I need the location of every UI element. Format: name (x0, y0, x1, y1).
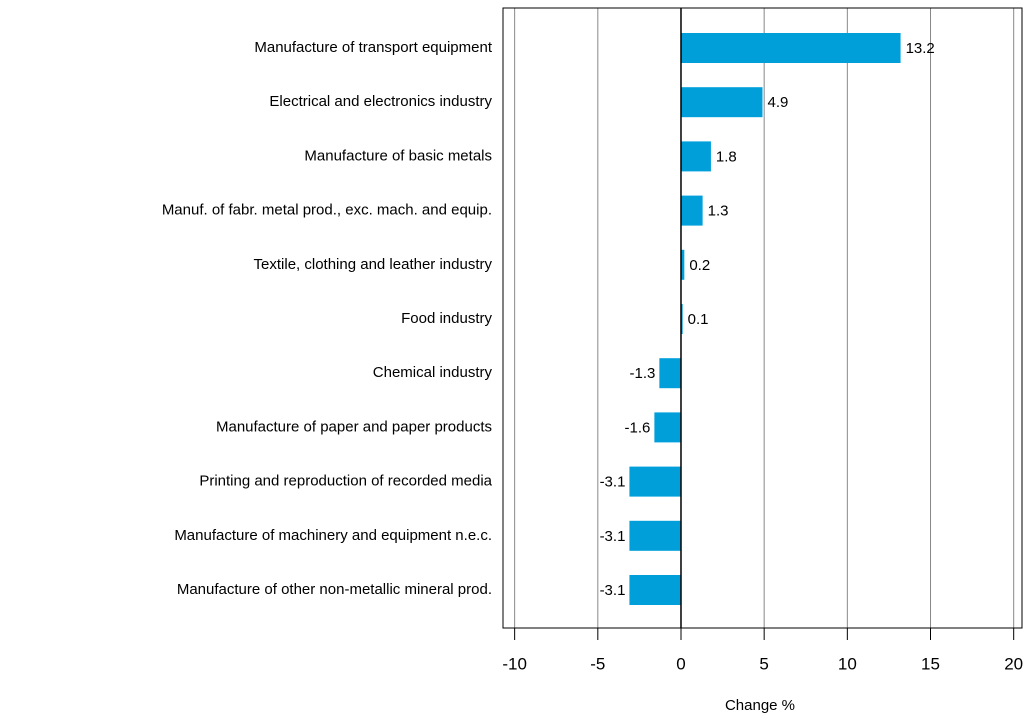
y-tick-label: Printing and reproduction of recorded me… (199, 473, 492, 490)
bar (659, 358, 681, 389)
data-label: -1.6 (625, 419, 651, 436)
x-tick-label: 5 (759, 654, 768, 673)
bar (680, 195, 703, 226)
bar (680, 141, 711, 172)
data-label: 1.8 (716, 148, 737, 165)
data-label: 4.9 (768, 94, 789, 111)
y-tick-label: Manufacture of other non-metallic minera… (177, 581, 492, 598)
bar (680, 249, 685, 280)
data-label: 1.3 (708, 203, 729, 220)
y-tick-label: Electrical and electronics industry (269, 93, 492, 110)
bar (680, 304, 683, 334)
x-tick-label: -5 (590, 654, 605, 673)
bar (629, 466, 681, 497)
data-label: 13.2 (906, 40, 935, 57)
bar (629, 520, 681, 551)
bar (680, 87, 763, 118)
y-tick-label: Textile, clothing and leather industry (254, 256, 493, 273)
x-axis-title: Change % (725, 697, 795, 714)
data-label: 0.2 (689, 257, 710, 274)
bar (629, 575, 681, 605)
data-label: -3.1 (600, 582, 626, 599)
bar (654, 412, 681, 443)
bar (680, 33, 901, 63)
y-tick-label: Manuf. of fabr. metal prod., exc. mach. … (162, 202, 492, 219)
data-label: -1.3 (630, 365, 656, 382)
y-tick-label: Food industry (401, 310, 492, 327)
x-tick-label: -10 (502, 654, 527, 673)
x-tick-label: 0 (676, 654, 685, 673)
plot-frame (502, 7, 1023, 629)
data-label: -3.1 (600, 474, 626, 491)
data-label: -3.1 (600, 528, 626, 545)
y-tick-label: Manufacture of transport equipment (254, 39, 492, 56)
x-tick-label: 15 (921, 654, 940, 673)
y-tick-label: Manufacture of basic metals (304, 147, 492, 164)
x-tick-label: 10 (838, 654, 857, 673)
y-tick-label: Manufacture of paper and paper products (216, 418, 492, 435)
x-tick-label: 20 (1004, 654, 1023, 673)
y-tick-label: Chemical industry (373, 364, 493, 381)
y-tick-label: Manufacture of machinery and equipment n… (174, 527, 492, 544)
data-label: 0.1 (688, 311, 709, 328)
